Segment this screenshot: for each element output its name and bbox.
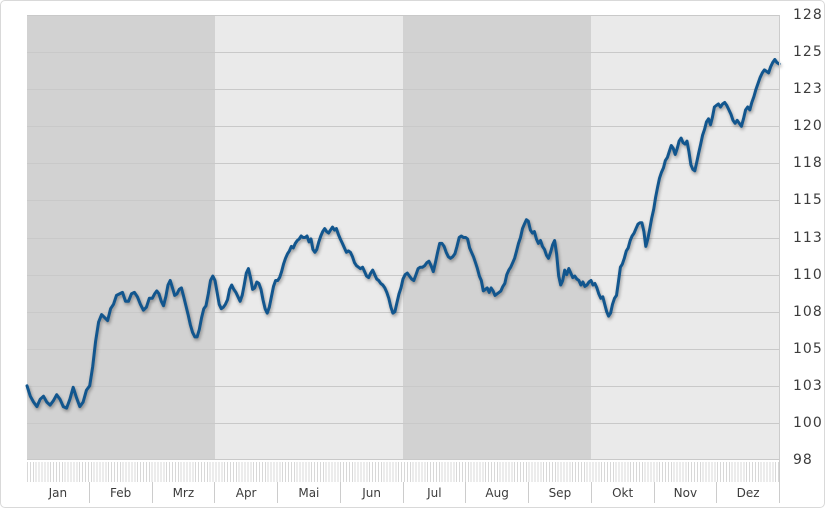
gridline (27, 385, 779, 387)
gridline (27, 348, 779, 350)
gridline (27, 237, 779, 239)
y-axis-label: 128 (793, 7, 823, 23)
month-label-okt: Okt (592, 482, 655, 503)
month-label-apr: Apr (215, 482, 278, 503)
month-label-sep: Sep (529, 482, 592, 503)
y-axis-label: 105 (793, 340, 823, 357)
gridline (27, 422, 779, 424)
y-axis-label: 103 (793, 377, 823, 394)
y-axis-line (779, 15, 780, 503)
gridline (27, 200, 779, 202)
month-label-jan: Jan (27, 482, 90, 503)
gridline (27, 15, 779, 16)
y-axis-label: 115 (793, 192, 823, 209)
y-axis-label: 120 (793, 118, 823, 135)
y-axis-label: 110 (793, 266, 823, 283)
y-axis-label: 118 (793, 155, 823, 172)
y-axis-label: 113 (793, 229, 823, 246)
price-line-svg (25, 58, 781, 410)
month-label-aug: Aug (466, 482, 529, 503)
month-label-nov: Nov (655, 482, 718, 503)
plot-area[interactable] (25, 15, 781, 460)
month-label-dez: Dez (717, 482, 780, 503)
y-axis-label: 125 (793, 44, 823, 61)
x-axis-month-labels: Jan Feb Mrz Apr Mai Jun Jul Aug Sep Okt Nov Dez (27, 482, 780, 503)
gridline (27, 126, 779, 128)
price-line (25, 58, 781, 410)
month-label-mai: Mai (278, 482, 341, 503)
month-label-jul: Jul (404, 482, 467, 503)
gridline (27, 52, 779, 54)
y-axis: 128 125 123 120 118 115 113 110 108 105 103 100 98 (793, 7, 824, 468)
gridline (27, 311, 779, 313)
month-label-feb: Feb (90, 482, 153, 503)
gridline (27, 274, 779, 276)
month-label-mrz: Mrz (153, 482, 216, 503)
gridline (27, 459, 779, 460)
gridline (27, 89, 779, 91)
y-axis-label: 98 (793, 452, 813, 468)
month-label-jun: Jun (341, 482, 404, 503)
y-axis-label: 123 (793, 81, 823, 98)
y-axis-label: 100 (793, 414, 823, 431)
minor-tick-axis (27, 462, 779, 482)
y-axis-label: 108 (793, 303, 823, 320)
gridline (27, 163, 779, 165)
